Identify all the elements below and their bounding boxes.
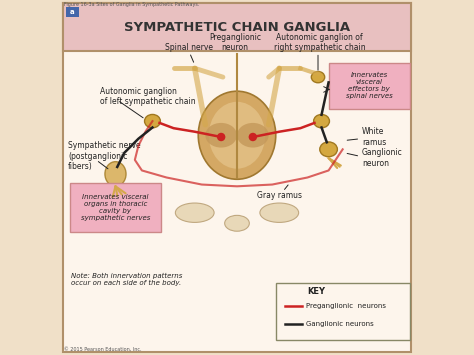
Circle shape bbox=[249, 133, 257, 141]
Text: SYMPATHETIC CHAIN GANGLIA: SYMPATHETIC CHAIN GANGLIA bbox=[124, 21, 350, 34]
Text: Note: Both innervation patterns
occur on each side of the body.: Note: Both innervation patterns occur on… bbox=[72, 273, 183, 286]
Text: Spinal nerve: Spinal nerve bbox=[165, 43, 213, 53]
Text: Autonomic ganglion of
right sympathetic chain: Autonomic ganglion of right sympathetic … bbox=[274, 33, 365, 53]
FancyBboxPatch shape bbox=[328, 63, 410, 109]
Circle shape bbox=[217, 133, 225, 141]
Text: a: a bbox=[70, 9, 74, 15]
Text: Ganglionic
neuron: Ganglionic neuron bbox=[362, 148, 403, 168]
Text: Sympathetic nerve
(postganglionic
fibers): Sympathetic nerve (postganglionic fibers… bbox=[68, 141, 141, 171]
Ellipse shape bbox=[175, 203, 214, 223]
Text: © 2015 Pearson Education, Inc.: © 2015 Pearson Education, Inc. bbox=[64, 347, 142, 352]
Text: Preganglionic  neurons: Preganglionic neurons bbox=[306, 303, 386, 309]
Text: Preganglionic
neuron: Preganglionic neuron bbox=[209, 33, 261, 53]
Ellipse shape bbox=[260, 203, 299, 223]
FancyBboxPatch shape bbox=[63, 3, 411, 352]
Ellipse shape bbox=[314, 114, 329, 128]
Text: White
ramus: White ramus bbox=[362, 127, 386, 147]
FancyBboxPatch shape bbox=[70, 183, 161, 232]
Text: Gray ramus: Gray ramus bbox=[257, 191, 302, 200]
FancyBboxPatch shape bbox=[66, 7, 79, 17]
Ellipse shape bbox=[320, 142, 337, 157]
Ellipse shape bbox=[311, 71, 325, 83]
Text: Autonomic ganglion
of left sympathetic chain: Autonomic ganglion of left sympathetic c… bbox=[100, 87, 195, 106]
Text: Innervates
visceral
effectors by
spinal nerves: Innervates visceral effectors by spinal … bbox=[346, 72, 392, 99]
Text: Figure 16-3a Sites of Ganglia in Sympathetic Pathways.: Figure 16-3a Sites of Ganglia in Sympath… bbox=[64, 2, 200, 7]
FancyBboxPatch shape bbox=[63, 3, 411, 51]
Ellipse shape bbox=[198, 91, 276, 179]
Ellipse shape bbox=[237, 123, 269, 148]
Text: Ganglionic neurons: Ganglionic neurons bbox=[306, 321, 374, 327]
Ellipse shape bbox=[209, 102, 265, 169]
FancyBboxPatch shape bbox=[276, 283, 410, 339]
Text: KEY: KEY bbox=[308, 288, 326, 296]
Ellipse shape bbox=[225, 215, 249, 231]
Ellipse shape bbox=[105, 162, 126, 186]
Ellipse shape bbox=[205, 123, 237, 148]
Text: Innervates visceral
organs in thoracic
cavity by
sympathetic nerves: Innervates visceral organs in thoracic c… bbox=[81, 194, 150, 221]
Ellipse shape bbox=[145, 114, 160, 128]
